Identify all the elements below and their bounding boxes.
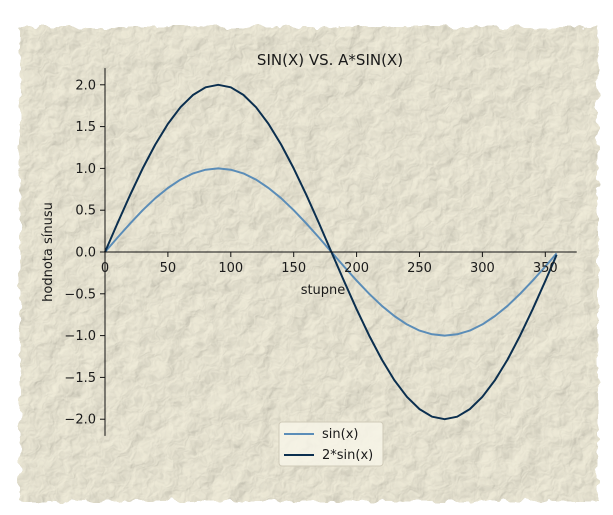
y-tick-label: −0.5 xyxy=(64,287,96,302)
chart-title: SIN(X) VS. A*SIN(X) xyxy=(257,51,403,69)
y-tick-label: 0.5 xyxy=(75,204,96,219)
x-tick-label: 50 xyxy=(160,261,177,276)
x-tick-label: 0 xyxy=(101,261,109,276)
y-tick-label: −1.5 xyxy=(64,371,96,386)
y-tick-label: 1.0 xyxy=(75,162,96,177)
x-tick-label: 100 xyxy=(218,261,243,276)
x-tick-label: 250 xyxy=(407,261,432,276)
x-tick-label: 200 xyxy=(344,261,369,276)
axes-layer: 0 50 100 150 200 250 300 350 2.0 1.5 1.0 0.5 0.0 −0.5… xyxy=(64,68,577,436)
legend: sin(x) 2*sin(x) xyxy=(278,421,384,467)
x-tick-label: 150 xyxy=(281,261,306,276)
x-tick-label: 350 xyxy=(533,261,558,276)
x-axis-label: stupne xyxy=(301,283,346,298)
y-tick-label: 2.0 xyxy=(75,78,96,93)
legend-label-2sin: 2*sin(x) xyxy=(322,448,373,463)
y-tick-label: 0.0 xyxy=(75,246,96,261)
legend-label-sin: sin(x) xyxy=(322,427,358,442)
y-tick-label: −2.0 xyxy=(64,413,96,428)
y-axis-label: hodnota sínusu xyxy=(41,202,56,302)
y-tick-label: 1.5 xyxy=(75,120,96,135)
y-tick-label: −1.0 xyxy=(64,329,96,344)
x-tick-label: 300 xyxy=(470,261,495,276)
